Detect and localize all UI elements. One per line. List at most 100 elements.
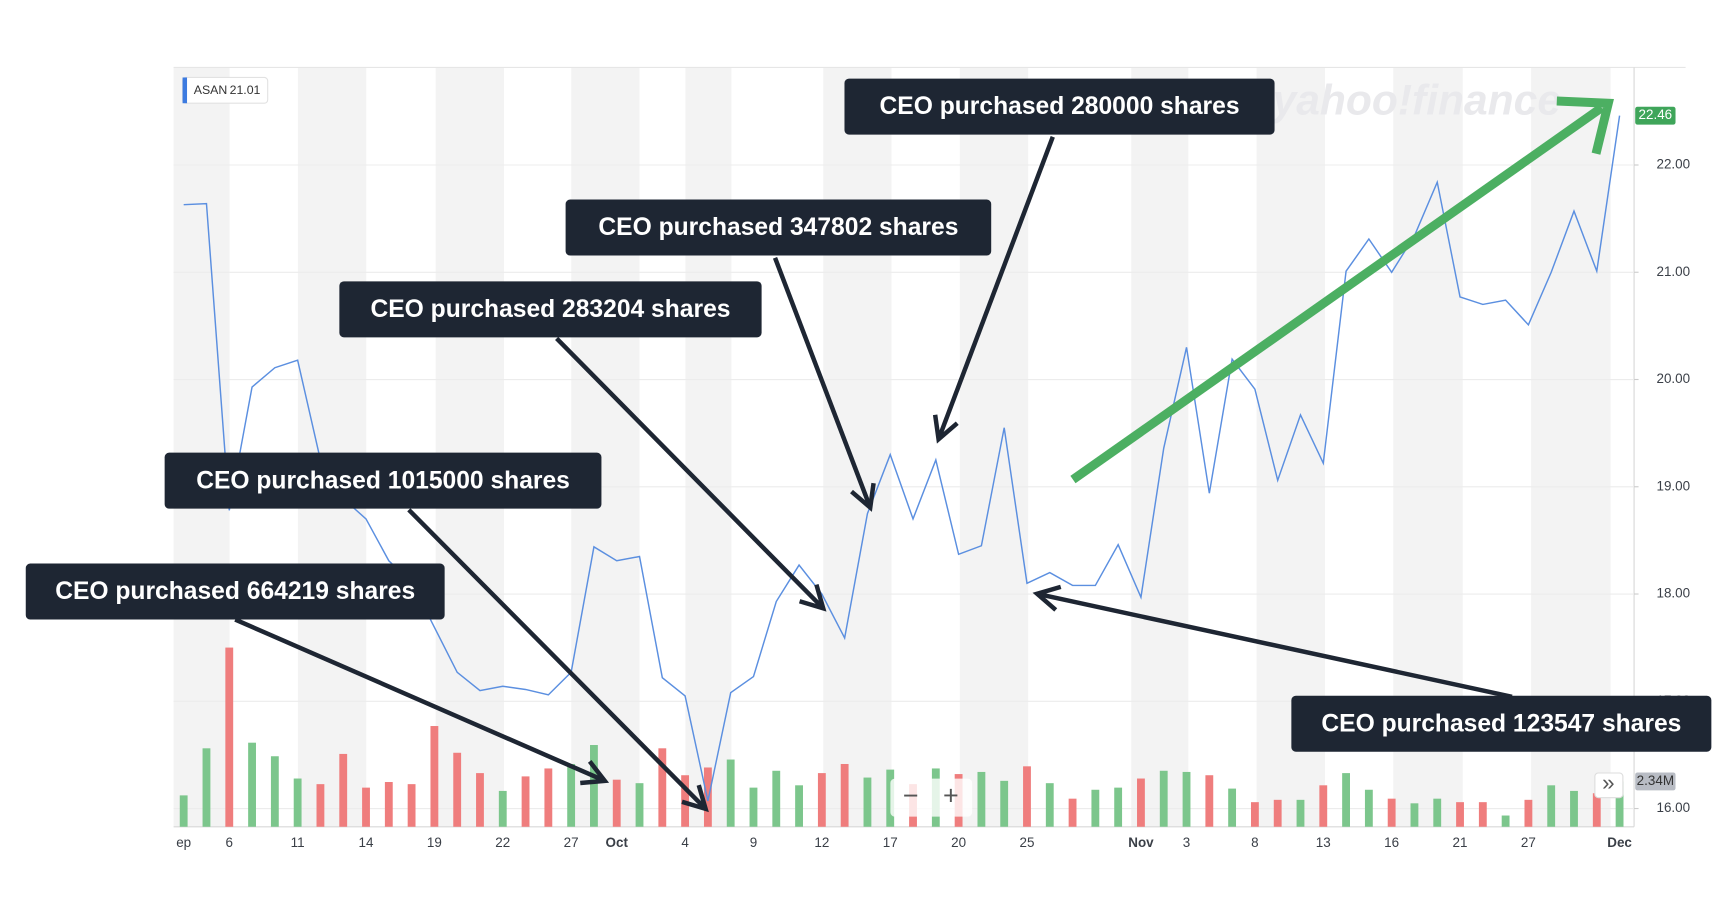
annotation-box <box>1291 695 1712 752</box>
annotation-box <box>844 78 1275 135</box>
annotation-arrow-head <box>932 414 959 444</box>
x-tick-label: Nov <box>1128 835 1154 850</box>
volume-bar <box>1114 787 1123 827</box>
x-tick-label: 8 <box>1251 835 1258 850</box>
x-tick-label: 12 <box>814 835 829 850</box>
y-tick-label: 21.00 <box>1656 264 1690 279</box>
x-tick-label: ep <box>176 835 191 850</box>
volume-bar <box>1023 766 1031 827</box>
volume-bar <box>1478 802 1487 827</box>
volume-bar <box>1182 771 1191 827</box>
band <box>823 67 892 827</box>
y-tick-label: 16.00 <box>1656 800 1690 815</box>
volume-bar <box>749 787 758 827</box>
volume-bar <box>202 748 211 827</box>
volume-bar <box>1501 815 1510 827</box>
volume-bar <box>1250 802 1259 827</box>
x-tick-label: 27 <box>1521 835 1536 850</box>
y-tick-label: 19.00 <box>1656 478 1690 493</box>
annotation-arrow-head <box>798 584 827 612</box>
band <box>435 67 504 827</box>
more-panel <box>1594 772 1624 799</box>
more-button[interactable]: » <box>1602 770 1614 795</box>
volume-bar <box>1433 798 1442 827</box>
annotation-text: CEO purchased 283204 shares <box>370 296 730 323</box>
volume-bar <box>1364 789 1373 827</box>
x-tick-label: 14 <box>359 835 374 850</box>
volume-bar <box>430 726 439 827</box>
annotation-text: CEO purchased 664219 shares <box>55 578 415 605</box>
volume-bar <box>726 759 735 827</box>
annotation-text: CEO purchased 1015000 shares <box>196 467 570 494</box>
zoom-in-button[interactable]: + <box>943 781 959 811</box>
volume-bar <box>1091 789 1100 827</box>
x-tick-label: 27 <box>564 835 579 850</box>
annotation-box <box>25 563 445 620</box>
x-tick-label: Dec <box>1607 835 1632 850</box>
annotation-arrow <box>407 508 708 811</box>
annotations: CEO purchased 280000 shares CEO purchased… <box>25 78 1712 813</box>
volume-bar <box>521 776 530 827</box>
zoom-panel <box>890 778 973 817</box>
value-label-badge <box>1635 772 1676 791</box>
x-tick-label: 4 <box>681 835 689 850</box>
volume-bar <box>179 795 188 827</box>
annotation-box <box>339 281 762 338</box>
value-label-badge <box>1635 106 1676 125</box>
x-tick-label: 6 <box>226 835 233 850</box>
volume-bar <box>1000 780 1009 827</box>
annotation-arrow <box>1036 591 1513 700</box>
volume-bar <box>658 748 667 827</box>
volume-bar <box>1296 799 1305 827</box>
volume-bar <box>840 763 849 827</box>
volume-bar <box>1410 803 1419 827</box>
volume-bar <box>248 742 256 827</box>
x-tick-label: 9 <box>750 835 757 850</box>
volume-bar <box>1319 785 1328 827</box>
x-tick-label: 17 <box>883 835 898 850</box>
volume-bar <box>772 770 781 827</box>
x-tick-label: 11 <box>291 835 305 850</box>
volume-bar <box>590 745 598 827</box>
x-labels: ep 6 11 14 19 22 27 Oct 4 9 12 17 20 25 Nov 3 8 13 16 21 27 D… <box>176 835 1632 850</box>
volume-bar <box>362 787 370 827</box>
volume-bar <box>1547 785 1556 827</box>
volume-bar <box>453 752 462 827</box>
trend-arrow-line <box>1070 104 1605 484</box>
volume-bar <box>1159 770 1168 827</box>
volume-bar <box>1228 788 1237 827</box>
x-tick-label: 21 <box>1453 835 1468 850</box>
band <box>685 67 732 827</box>
volume-bar <box>1387 798 1396 827</box>
volume-bar <box>1592 793 1601 827</box>
annotation-arrow <box>234 617 606 783</box>
volume-bar <box>1342 773 1350 827</box>
band <box>571 67 640 827</box>
volume-bar <box>1524 799 1533 827</box>
volume-bar <box>476 773 484 827</box>
volume-bar <box>1615 781 1624 827</box>
band <box>173 67 230 827</box>
volume-bar <box>795 785 803 827</box>
volume-bar <box>977 771 986 827</box>
annotation-text: CEO purchased 123547 shares <box>1321 710 1681 737</box>
legend-value: 21.01 <box>230 83 261 97</box>
annotation-text: CEO purchased 347802 shares <box>598 214 958 241</box>
volume-bar <box>1456 802 1464 827</box>
volume-bar <box>498 790 507 827</box>
x-tick-label: 16 <box>1384 835 1399 850</box>
volume-bar <box>1570 790 1578 827</box>
annotation-arrow-head <box>681 784 709 813</box>
annotation-arrow <box>772 257 873 509</box>
annotation-box <box>565 199 992 256</box>
x-tick-label: 19 <box>427 835 442 850</box>
volume-bar <box>1068 798 1077 827</box>
y-tick-label: 20.00 <box>1656 371 1690 386</box>
volume-bar <box>703 767 712 827</box>
y-labels: 16.0017.0018.0019.0020.0021.0022.0022.46… <box>1634 106 1690 815</box>
volume-bar <box>407 784 416 827</box>
zoom-out-button[interactable]: − <box>903 781 919 811</box>
x-tick-label: 20 <box>951 835 966 850</box>
y-tick-label: 18.00 <box>1656 586 1690 601</box>
